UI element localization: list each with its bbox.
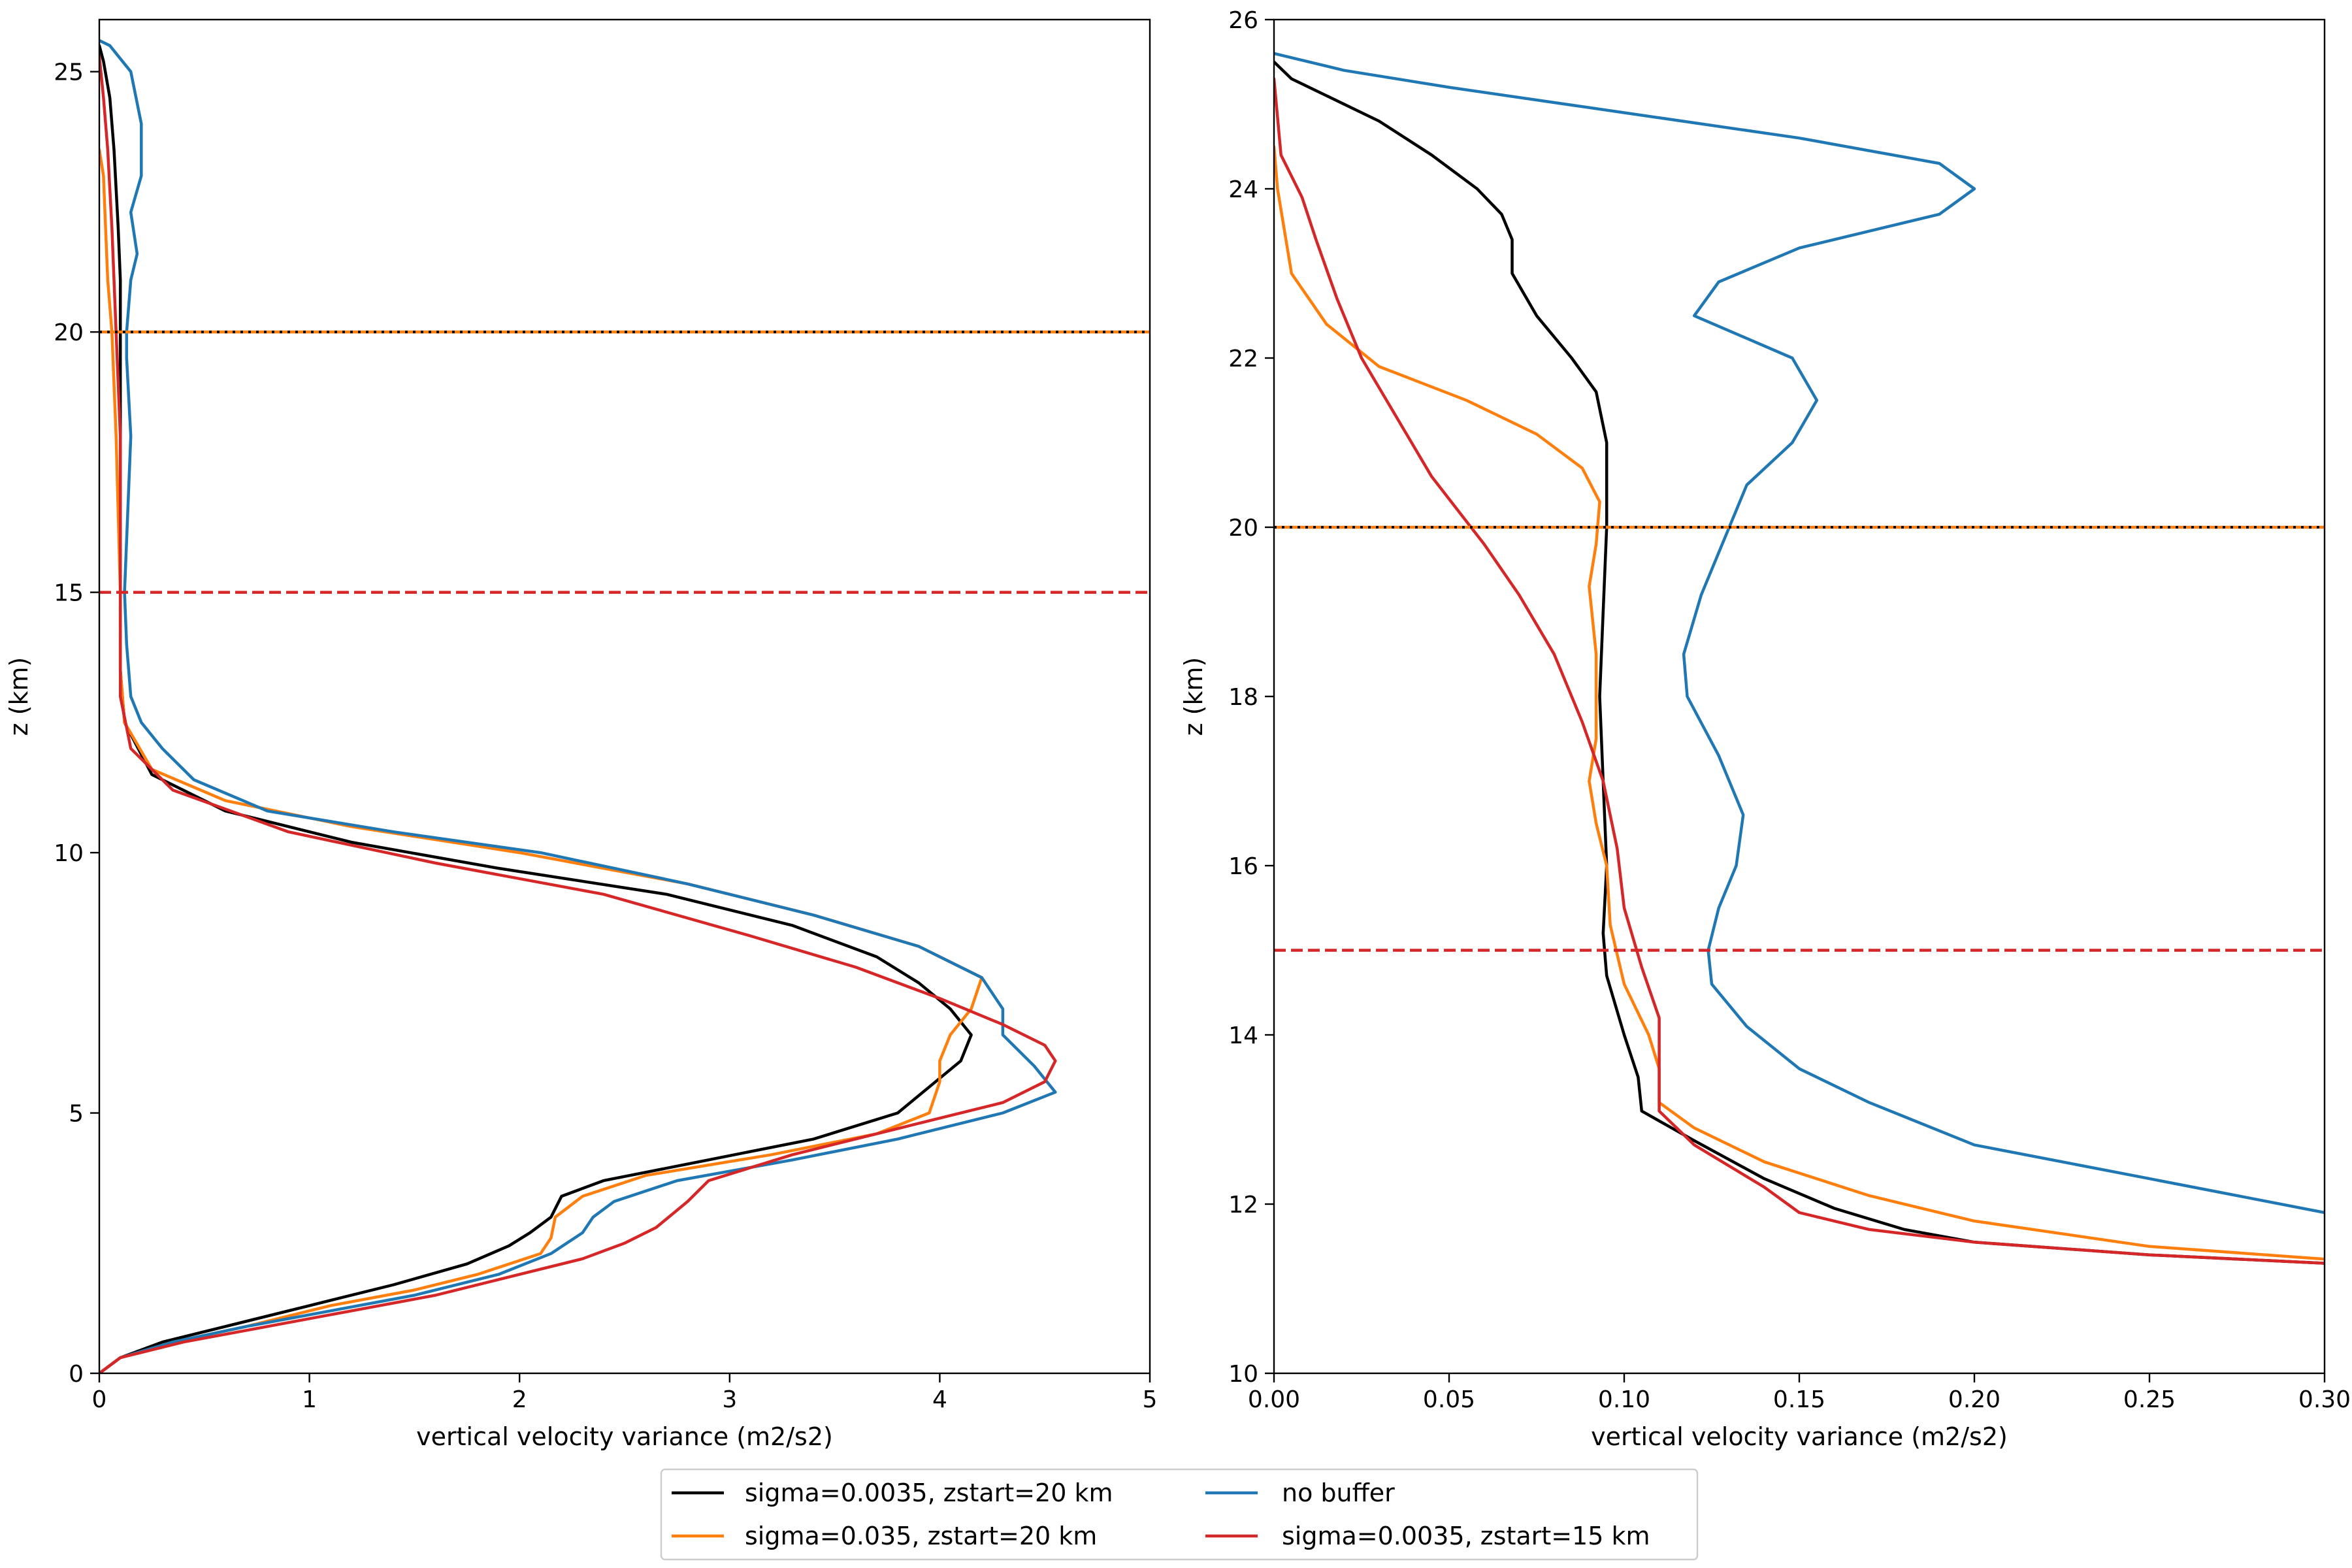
left-y-tick-label-2: 10 xyxy=(54,840,84,867)
left-y-tick-label-3: 15 xyxy=(54,580,84,607)
legend: sigma=0.0035, zstart=20 km sigma=0.035, … xyxy=(660,1468,1699,1561)
right-panel: 0.00 0.05 0.10 0.15 0.20 0.25 0.30 10 12 14 16 18 20… xyxy=(1179,7,2351,1451)
left-x-tick-label-0: 0 xyxy=(92,1386,107,1413)
right-x-tick-label-5: 0.25 xyxy=(2123,1386,2176,1413)
right-x-tick-label-2: 0.10 xyxy=(1598,1386,1650,1413)
right-x-tick-label-4: 0.20 xyxy=(1948,1386,2001,1413)
right-y-tick-label-7: 24 xyxy=(1228,176,1258,203)
left-y-tick-label-4: 20 xyxy=(54,319,84,346)
right-series-layer xyxy=(1274,52,2325,1265)
right-series-line-0 xyxy=(1274,60,2325,1265)
left-x-tick-label-4: 4 xyxy=(932,1386,947,1413)
left-series-line-0 xyxy=(99,44,973,1373)
right-axes-frame xyxy=(1273,18,2326,1375)
left-hline-layer xyxy=(99,330,1150,594)
left-y-axis-label: z (km) xyxy=(5,657,33,736)
right-y-tick-label-4: 18 xyxy=(1228,684,1258,711)
legend-label-2: no buffer xyxy=(1282,1478,1395,1507)
right-x-tick-label-1: 0.05 xyxy=(1423,1386,1475,1413)
legend-label-3: sigma=0.0035, zstart=15 km xyxy=(1282,1522,1650,1550)
left-panel: 0 1 2 3 4 5 0 5 10 15 20 25 vertical velocity varia… xyxy=(5,18,1157,1451)
right-y-tick-label-8: 26 xyxy=(1228,7,1258,34)
left-axes-frame xyxy=(98,18,1151,1375)
left-x-tick-label-2: 2 xyxy=(512,1386,527,1413)
right-series-line-1 xyxy=(1274,145,2325,1261)
legend-frame xyxy=(660,1468,1699,1561)
right-x-tick-label-3: 0.15 xyxy=(1773,1386,1825,1413)
right-tick-layer: 0.00 0.05 0.10 0.15 0.20 0.25 0.30 10 12 14 16 18 20… xyxy=(1228,7,2351,1413)
left-tick-layer: 0 1 2 3 4 5 0 5 10 15 20 25 xyxy=(54,59,1157,1413)
left-x-tick-label-3: 3 xyxy=(722,1386,737,1413)
left-y-tick-label-1: 5 xyxy=(69,1101,84,1128)
right-y-tick-label-1: 12 xyxy=(1228,1192,1258,1218)
right-x-axis-label: vertical velocity variance (m2/s2) xyxy=(1591,1422,2008,1451)
right-series-line-2 xyxy=(1274,52,2325,1215)
left-y-tick-label-5: 25 xyxy=(54,59,84,86)
right-y-tick-label-2: 14 xyxy=(1228,1022,1258,1049)
left-series-line-3 xyxy=(99,54,1057,1373)
right-y-tick-label-0: 10 xyxy=(1228,1361,1258,1388)
left-x-axis-label: vertical velocity variance (m2/s2) xyxy=(416,1422,833,1451)
right-series-line-3 xyxy=(1274,77,2325,1265)
right-x-tick-label-6: 0.30 xyxy=(2298,1386,2351,1413)
left-y-tick-label-0: 0 xyxy=(69,1361,84,1388)
legend-label-0: sigma=0.0035, zstart=20 km xyxy=(745,1478,1113,1507)
left-x-tick-label-5: 5 xyxy=(1143,1386,1158,1413)
left-x-tick-label-1: 1 xyxy=(302,1386,317,1413)
right-y-tick-label-6: 22 xyxy=(1228,346,1258,372)
left-series-layer xyxy=(99,39,1057,1373)
right-x-tick-label-0: 0.00 xyxy=(1248,1386,1300,1413)
right-y-tick-label-3: 16 xyxy=(1228,853,1258,880)
right-y-axis-label: z (km) xyxy=(1179,657,1208,736)
legend-label-1: sigma=0.035, zstart=20 km xyxy=(745,1522,1097,1550)
right-hline-layer xyxy=(1274,525,2325,952)
right-y-tick-label-5: 20 xyxy=(1228,515,1258,542)
left-series-line-2 xyxy=(99,39,1057,1373)
